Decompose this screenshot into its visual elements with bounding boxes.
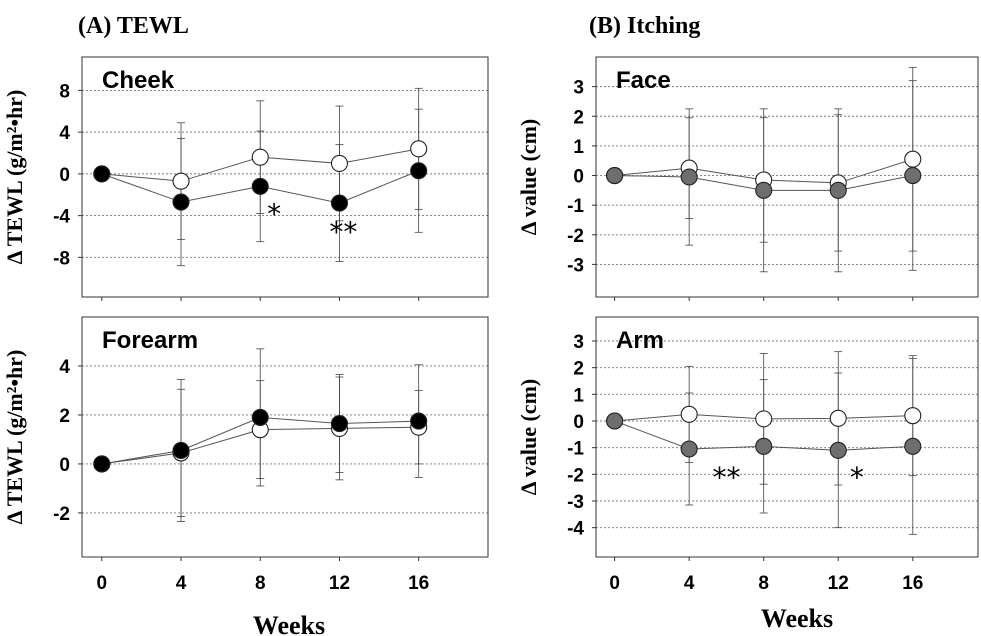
arm-y-tick-label: 1: [573, 385, 584, 406]
cheek-y-tick-label: -4: [53, 207, 70, 228]
forearm-series1-point: [330, 414, 349, 433]
x-axis-label-right: Weeks: [761, 604, 833, 633]
forearm-y-tick-label: -2: [53, 504, 70, 525]
arm-y-tick-label: 2: [573, 359, 584, 380]
panel-a-title: (A) TEWL: [78, 13, 189, 39]
arm-series0-point: [755, 410, 773, 428]
arm-series0-point: [680, 405, 698, 423]
cheek-series0-point: [410, 140, 428, 158]
arm-x-tick-label: 16: [902, 573, 923, 594]
cheek-y-tick-label: 0: [59, 165, 70, 186]
arm-series0-point: [829, 409, 847, 427]
forearm-y-tick-label: 0: [59, 455, 70, 476]
arm-y-tick-label: -4: [567, 519, 584, 540]
cheek-series1-point: [93, 165, 111, 183]
cheek-series0-point: [172, 172, 190, 190]
arm-x-tick-label: 12: [828, 573, 849, 594]
forearm-y-tick-label: 4: [59, 357, 70, 378]
arm-y-tick-label: -1: [567, 439, 584, 460]
arm-y-tick-label: 3: [573, 332, 584, 353]
face-y-axis-label: Δ value (cm): [516, 119, 541, 235]
face-y-tick-label: -3: [567, 255, 584, 276]
face-series1-point: [829, 181, 847, 199]
forearm-series1-point: [172, 441, 190, 460]
arm-series1-point: [680, 440, 698, 458]
forearm-chart: -2 0 2 4 0 4 8 12 16 Forearm Δ TEWL (g/m²•hr): [2, 316, 489, 594]
arm-series1-point: [755, 437, 773, 455]
cheek-y-tick-label: -8: [53, 248, 70, 269]
arm-series1-point: [829, 441, 847, 459]
face-y-tick-label: -2: [567, 226, 584, 247]
forearm-series1-point: [410, 412, 428, 430]
cheek-series1-point: [251, 177, 269, 195]
face-chart: -3 -2 -1 0 1 2 3 Face Δ value (cm): [516, 56, 979, 301]
forearm-x-tick-label: 16: [408, 573, 429, 594]
arm-significance-mark: **: [712, 461, 740, 494]
panel-b-title: (B) Itching: [589, 13, 700, 39]
face-y-tick-label: 1: [573, 137, 584, 158]
x-axis-label-left: Weeks: [253, 611, 325, 636]
face-y-tick-label: -1: [567, 196, 584, 217]
cheek-series0-point: [251, 148, 269, 166]
cheek-plot-frame: [81, 56, 489, 298]
arm-significance-mark: *: [850, 461, 864, 494]
cheek-series0-point: [330, 154, 349, 172]
arm-y-tick-label: -3: [567, 492, 584, 513]
face-series0-point: [904, 150, 922, 168]
cheek-y-tick-label: 8: [59, 81, 70, 102]
arm-y-tick-label: 0: [573, 412, 584, 433]
arm-series1-point: [606, 412, 624, 430]
forearm-plot-frame: [81, 316, 489, 558]
forearm-y-tick-label: 2: [59, 406, 70, 427]
forearm-series1-point: [251, 408, 269, 426]
forearm-x-tick-label: 4: [176, 573, 187, 594]
arm-title: Arm: [616, 327, 664, 354]
forearm-y-axis-label: Δ TEWL (g/m²•hr): [2, 350, 27, 525]
arm-series1-point: [904, 437, 922, 455]
forearm-series1-point: [93, 455, 111, 473]
forearm-x-tick-label: 0: [97, 573, 108, 594]
arm-series0-point: [904, 407, 922, 425]
arm-x-tick-label: 4: [684, 573, 695, 594]
forearm-title: Forearm: [102, 327, 198, 354]
cheek-title: Cheek: [102, 67, 175, 94]
arm-x-tick-label: 0: [609, 573, 620, 594]
cheek-series1-point: [410, 162, 428, 180]
face-y-tick-label: 3: [573, 78, 584, 99]
arm-y-tick-label: -2: [567, 465, 584, 486]
face-plot-frame: [595, 56, 979, 298]
cheek-series1-point: [330, 194, 349, 212]
cheek-y-tick-label: 4: [59, 123, 70, 144]
face-series1-point: [904, 166, 922, 185]
face-title: Face: [616, 67, 671, 94]
face-series1-point: [606, 166, 624, 185]
cheek-y-axis-label: Δ TEWL (g/m²•hr): [2, 90, 27, 265]
face-y-tick-label: 0: [573, 167, 584, 188]
cheek-significance-mark: *: [267, 198, 281, 231]
forearm-x-tick-label: 8: [255, 573, 266, 594]
face-series1-point: [755, 181, 773, 199]
arm-plot-frame: [595, 316, 979, 558]
arm-x-tick-label: 8: [758, 573, 769, 594]
forearm-x-tick-label: 12: [329, 573, 350, 594]
cheek-series1-point: [172, 193, 190, 211]
face-y-tick-label: 2: [573, 107, 584, 128]
face-series1-point: [680, 168, 698, 186]
cheek-significance-mark: **: [329, 215, 357, 248]
arm-y-axis-label: Δ value (cm): [516, 379, 541, 495]
